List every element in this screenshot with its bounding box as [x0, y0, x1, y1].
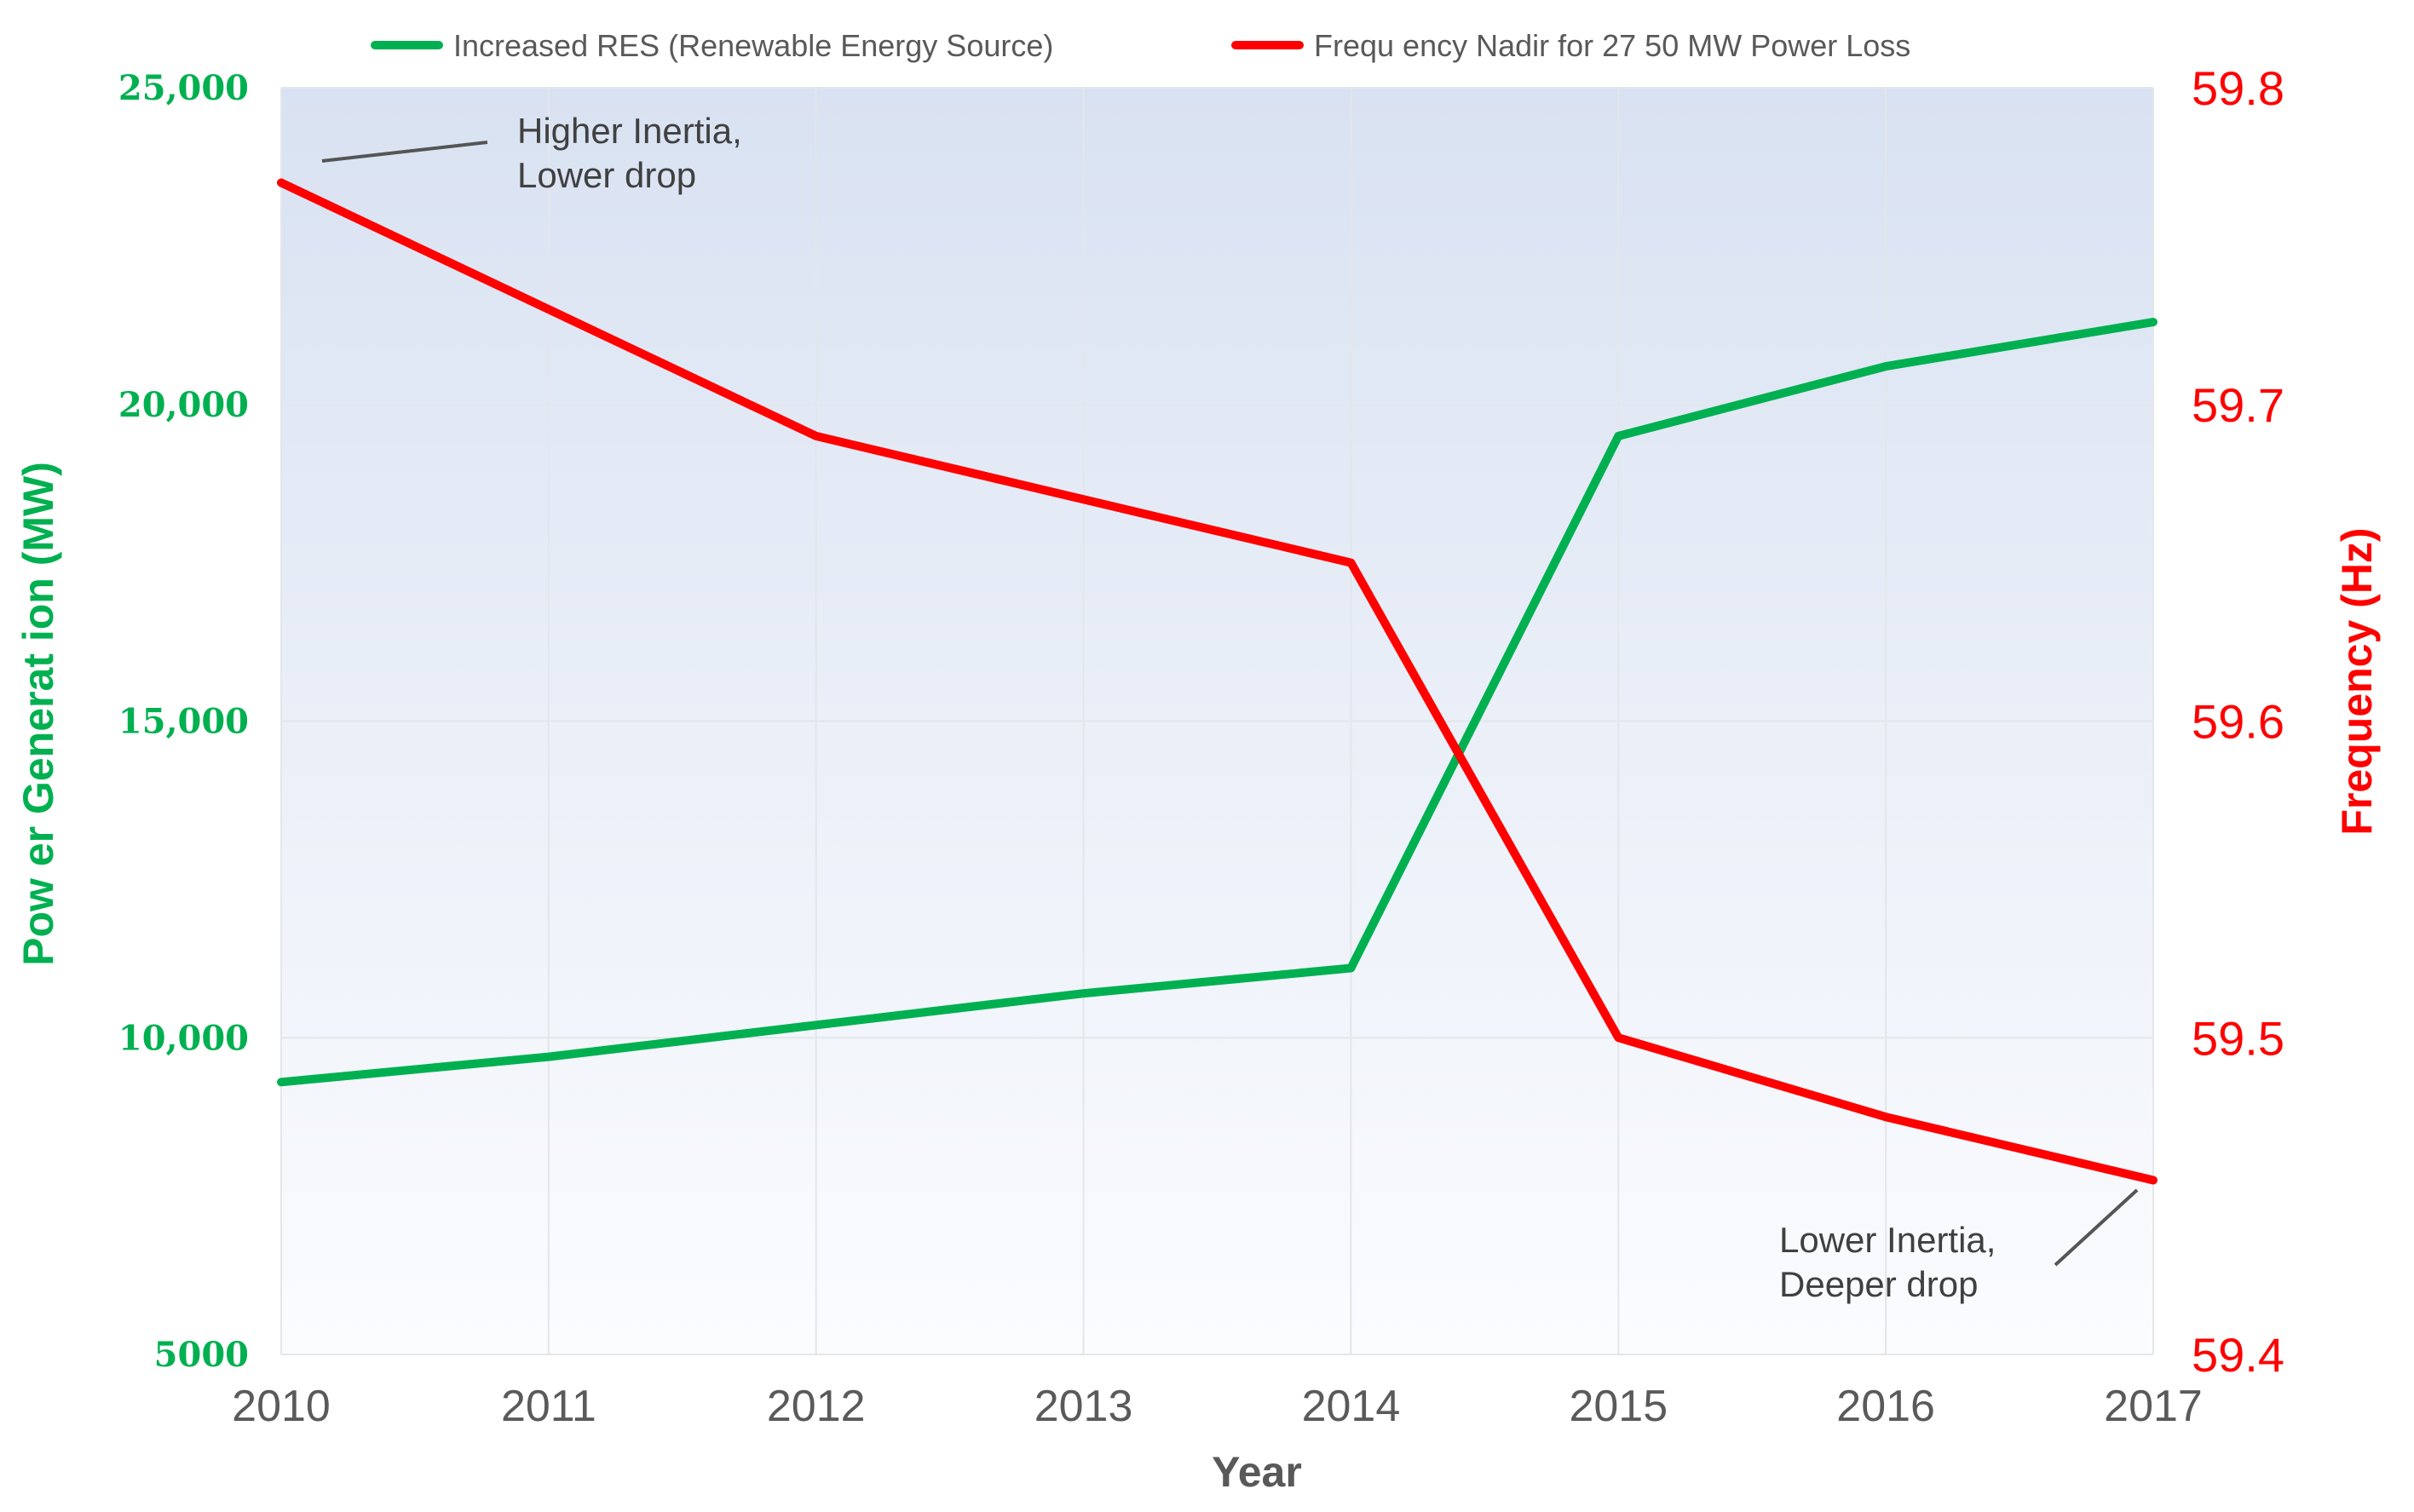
x-tick-label: 2011	[501, 1382, 596, 1431]
grid	[280, 87, 2154, 1355]
series-lines	[277, 178, 2158, 1185]
annotations: Higher Inertia,Lower drop Lower Inertia,D…	[321, 111, 2139, 1304]
right-axis-ticks: 59.4 59.5 59.6 59.7 59.8	[2192, 61, 2284, 1382]
legend-label: Increased RES (Renewable Energy Source)	[453, 28, 1053, 63]
x-axis-ticks: 2010 2011 2012 2013 2014 2015 2016 2017	[232, 1382, 2203, 1431]
right-tick-label: 59.6	[2192, 695, 2284, 749]
right-axis-title: Frequency (Hz)	[2333, 527, 2381, 835]
legend: Increased RES (Renewable Energy Source) F…	[371, 28, 1910, 63]
x-tick-label: 2016	[1836, 1382, 1935, 1431]
annotation-text: Deeper drop	[1779, 1264, 1978, 1304]
left-tick-label: 25,000	[118, 68, 249, 108]
left-tick-label: 20,000	[118, 385, 249, 425]
left-tick-label: 15,000	[118, 702, 249, 742]
x-tick-label: 2010	[232, 1382, 331, 1431]
series-line	[277, 178, 2158, 1185]
x-tick-label: 2013	[1034, 1382, 1133, 1431]
left-tick-label: 10,000	[118, 1018, 249, 1058]
annotation-leader-line	[2054, 1188, 2139, 1267]
axis-titles: Year Pow er Generat ion (MW) Frequency (…	[14, 462, 2381, 1496]
right-tick-label: 59.7	[2192, 378, 2284, 432]
right-tick-label: 59.4	[2192, 1328, 2284, 1382]
x-tick-label: 2015	[1569, 1382, 1668, 1431]
right-tick-label: 59.8	[2192, 61, 2284, 115]
x-tick-label: 2017	[2104, 1382, 2203, 1431]
series-line	[277, 318, 2158, 1087]
x-tick-label: 2012	[767, 1382, 866, 1431]
left-axis-title: Pow er Generat ion (MW)	[14, 462, 62, 966]
right-tick-label: 59.5	[2192, 1011, 2284, 1065]
x-axis-title: Year	[1212, 1448, 1302, 1496]
annotation-text: Lower drop	[517, 155, 696, 195]
annotation-text: Higher Inertia,	[517, 111, 742, 151]
annotation-text: Lower Inertia,	[1779, 1220, 1996, 1260]
legend-label: Frequ ency Nadir for 27 50 MW Power Loss	[1314, 28, 1910, 63]
annotation-leader-line	[321, 141, 488, 163]
x-tick-label: 2014	[1302, 1382, 1401, 1431]
left-axis-ticks: 5000 10,000 15,000 20,000 25,000	[118, 68, 249, 1375]
left-tick-label: 5000	[154, 1335, 249, 1375]
